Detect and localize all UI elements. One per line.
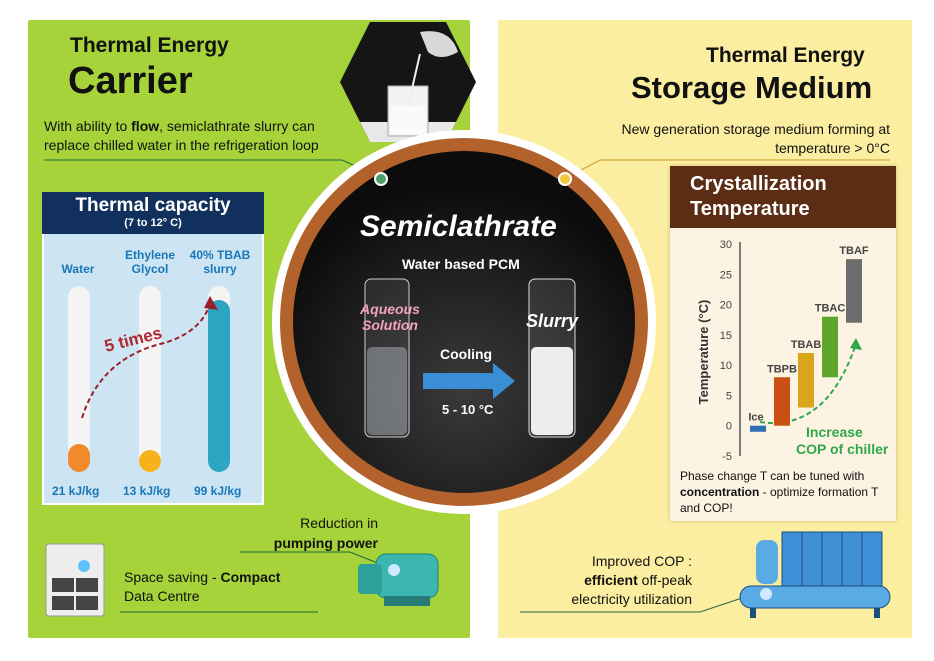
carrier-description: With ability to flow, semiclathrate slur… xyxy=(44,118,319,153)
bar-label-tbac: TBAC xyxy=(815,303,846,315)
phase-change-note: Phase change T can be tuned with concent… xyxy=(680,469,879,515)
storage-description: New generation storage medium forming at… xyxy=(621,121,890,156)
bar-ice xyxy=(750,425,766,432)
compact-data-centre-note: Space saving - Compact Data Centre xyxy=(124,569,281,604)
storage-title-line1: Thermal Energy xyxy=(706,44,865,67)
pumping-power-note: Reduction in pumping power xyxy=(273,515,378,551)
carrier-title-line1: Thermal Energy xyxy=(70,34,229,57)
semiclathrate-photo xyxy=(293,151,635,493)
slurry-label: Slurry xyxy=(526,311,579,331)
ethylene-glycol-label: Ethylene Glycol xyxy=(124,248,175,276)
water-based-pcm-label: Water based PCM xyxy=(402,256,520,272)
y-tick-label: 5 xyxy=(726,390,732,402)
carrier-title-line2: Carrier xyxy=(68,60,193,102)
improved-cop-note: Improved COP : efficient off-peak electric… xyxy=(571,553,692,607)
crystallization-header: Crystallization Temperature xyxy=(670,166,896,228)
increase-cop-arrowhead xyxy=(850,338,862,350)
y-axis-label: Temperature (°C) xyxy=(696,300,711,405)
water-fill xyxy=(68,444,90,472)
y-tick-label: 0 xyxy=(726,421,732,433)
crystallization-title-line1: Crystallization xyxy=(690,173,827,195)
increase-label: Increase xyxy=(806,424,863,440)
cooling-temperature-label: 5 - 10 °C xyxy=(442,402,494,417)
bar-tbaf xyxy=(846,259,862,323)
y-tick-label: 10 xyxy=(720,360,732,372)
thermal-capacity-title: Thermal capacity xyxy=(75,195,231,216)
water-label: Water xyxy=(61,262,95,276)
bar-label-ice: Ice xyxy=(748,412,763,424)
bar-tbab xyxy=(798,353,814,408)
y-tick-label: 30 xyxy=(720,239,732,251)
water-tube xyxy=(68,286,90,472)
cop-of-chiller-label: COP of chiller xyxy=(796,441,889,457)
y-tick-label: 25 xyxy=(720,269,732,281)
chiller-icon xyxy=(739,531,891,618)
thermal-capacity-subtitle: (7 to 12° C) xyxy=(124,217,182,229)
tbab-slurry-fill xyxy=(208,300,230,472)
y-tick-label: -5 xyxy=(722,451,732,463)
bar-tbpb xyxy=(774,377,790,426)
y-tick-label: 20 xyxy=(720,300,732,312)
increase-cop-arrow xyxy=(759,343,857,424)
tbab-slurry-value: 99 kJ/kg xyxy=(194,484,242,498)
semiclathrate-title: Semiclathrate xyxy=(360,210,557,243)
bar-label-tbaf: TBAF xyxy=(839,245,869,257)
bar-tbac xyxy=(822,316,838,378)
ethylene-glycol-value: 13 kJ/kg xyxy=(123,484,171,498)
thermal-capacity-header: Thermal capacity (7 to 12° C) xyxy=(42,192,264,234)
ethylene-glycol-tube xyxy=(139,286,161,472)
crystallization-chart: Temperature (°C) Increase COP of chiller… xyxy=(696,239,889,463)
pouring-beaker-image xyxy=(340,22,476,142)
cooling-label: Cooling xyxy=(440,346,493,362)
aqueous-solution-label: Aqueous Solution xyxy=(360,301,420,333)
bar-label-tbab: TBAB xyxy=(791,339,822,351)
storage-connector-dot xyxy=(558,172,572,186)
water-value: 21 kJ/kg xyxy=(52,484,100,498)
carrier-connector-dot xyxy=(374,172,388,186)
ethylene-glycol-fill xyxy=(139,450,161,472)
data-centre-icon xyxy=(45,543,105,617)
vials-illustration xyxy=(364,278,576,438)
tbab-slurry-label: 40% TBAB slurry xyxy=(189,248,251,276)
bar-label-tbpb: TBPB xyxy=(767,363,797,375)
crystallization-title-line2: Temperature xyxy=(690,198,810,220)
storage-title-line2: Storage Medium xyxy=(631,70,873,105)
pump-icon xyxy=(358,553,439,606)
y-tick-label: 15 xyxy=(720,330,732,342)
tbab-slurry-tube xyxy=(208,286,230,472)
five-times-arrow xyxy=(81,296,218,419)
